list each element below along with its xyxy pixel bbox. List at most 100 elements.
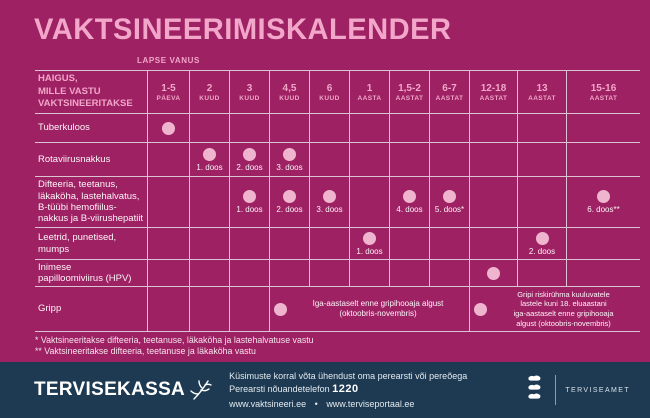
column-header-15-16-aastat: 15-16 AASTAT <box>567 71 640 114</box>
empty-cell <box>518 260 567 287</box>
dose-dot <box>443 190 456 203</box>
website-vaktsineeri: www.vaktsineeri.ee <box>229 398 307 409</box>
dose-cell-dift-5: 5. doos* <box>430 177 470 228</box>
empty-cell <box>148 260 190 287</box>
empty-cell <box>567 143 640 177</box>
empty-cell <box>310 143 350 177</box>
empty-cell <box>270 228 310 260</box>
empty-cell <box>390 143 430 177</box>
footer-contact-line: Küsimuste korral võta ühendust oma perea… <box>229 370 468 381</box>
empty-cell <box>567 114 640 143</box>
dose-dot <box>323 190 336 203</box>
empty-cell <box>230 260 270 287</box>
dose-cell-dift-3: 3. doos <box>310 177 350 228</box>
column-header-12-18-aastat: 12-18 AASTAT <box>470 71 518 114</box>
page-title: VAKTSINEERIMISKALENDER <box>34 13 452 46</box>
terviseamet-wordmark: TERVISEAMET <box>565 386 630 394</box>
tervisekassa-wordmark: TERVISEKASSA <box>34 379 186 400</box>
empty-cell <box>518 114 567 143</box>
dose-dot <box>403 190 416 203</box>
dose-dot <box>203 147 216 161</box>
empty-cell <box>270 114 310 143</box>
column-header-4-5-kuud: 4,5 KUUD <box>270 71 310 114</box>
empty-cell <box>518 177 567 228</box>
empty-cell <box>310 114 350 143</box>
empty-cell <box>567 228 640 260</box>
dose-dot <box>162 121 175 135</box>
dose-dot <box>363 231 376 245</box>
empty-cell <box>230 228 270 260</box>
empty-cell <box>430 114 470 143</box>
website-separator-dot: • <box>314 398 318 409</box>
empty-cell <box>190 228 230 260</box>
row-label-leetrid: Leetrid, punetised, mumps <box>35 228 148 260</box>
column-header-13-aastat: 13 AASTAT <box>518 71 567 114</box>
empty-cell <box>350 143 390 177</box>
column-header-6-7-aastat: 6-7 AASTAT <box>430 71 470 114</box>
empty-cell <box>310 260 350 287</box>
dose-dot <box>535 231 549 245</box>
empty-cell <box>430 228 470 260</box>
empty-cell <box>430 260 470 287</box>
dose-dot <box>243 190 256 203</box>
empty-cell <box>148 177 190 228</box>
footer-phone-label: Perearsti nõuandetelefon <box>229 384 330 395</box>
dose-cell-mmr-1: 1. doos <box>350 228 390 260</box>
dose-cell-dift-2: 2. doos <box>270 177 310 228</box>
dose-dot <box>597 190 610 203</box>
dose-dot <box>474 302 487 316</box>
age-axis-label: LAPSE VANUS <box>137 56 200 65</box>
estonian-coat-of-arms-icon <box>525 373 547 408</box>
footer-logo-divider <box>555 375 557 405</box>
empty-cell <box>148 143 190 177</box>
empty-cell <box>230 114 270 143</box>
row-label-hpv: Inimese papilloomiviirus (HPV) <box>35 260 148 287</box>
empty-cell <box>470 114 518 143</box>
footnotes: * Vaktsineeritakse difteeria, teetanuse,… <box>35 335 314 358</box>
empty-cell <box>567 260 640 287</box>
empty-cell <box>470 143 518 177</box>
dose-cell-mmr-2: 2. doos <box>518 228 567 260</box>
column-header-1-aasta: 1 AASTA <box>350 71 390 114</box>
empty-cell <box>190 260 230 287</box>
column-header-3-kuud: 3 KUUD <box>230 71 270 114</box>
empty-cell <box>430 143 470 177</box>
vaccination-table: HAIGUS, MILLE VASTU VAKTSINEERITAKSE 1-5… <box>35 70 640 332</box>
dose-cell-dift-6: 6. doos** <box>567 177 640 228</box>
empty-cell <box>470 228 518 260</box>
empty-cell <box>190 177 230 228</box>
tervisekassa-logo: TERVISEKASSA <box>34 378 213 402</box>
empty-cell <box>190 114 230 143</box>
row-label-tuberkuloos: Tuberkuloos <box>35 114 148 143</box>
footer-phone-number: 1220 <box>332 383 359 396</box>
footer-contact-block: Küsimuste korral võta ühendust oma perea… <box>229 370 467 410</box>
footer-bar: TERVISEKASSA Küsimuste korral võta ühend… <box>0 362 650 418</box>
dose-cell-rota-1: 1. doos <box>190 143 230 177</box>
dose-dot <box>283 147 296 161</box>
empty-cell <box>390 114 430 143</box>
empty-cell <box>390 228 430 260</box>
dose-cell-dift-1: 1. doos <box>230 177 270 228</box>
row-header-title: HAIGUS, MILLE VASTU VAKTSINEERITAKSE <box>35 71 148 114</box>
empty-cell <box>350 114 390 143</box>
footnote-double-asterisk: ** Vaktsineeritakse difteeria, teetanuse… <box>35 346 256 357</box>
dose-dot <box>283 190 296 203</box>
empty-cell <box>470 177 518 228</box>
empty-cell <box>350 177 390 228</box>
empty-cell <box>390 260 430 287</box>
dose-cell-dift-4: 4. doos <box>390 177 430 228</box>
flu-risk-group-cell: Gripi riskirühma kuuluvatele lastele kun… <box>470 287 640 332</box>
footer-websites: www.vaktsineeri.ee • www.terviseportaal.… <box>229 398 467 410</box>
empty-cell <box>350 260 390 287</box>
row-label-difteeria: Difteeria, teetanus, läkaköha, lastehalv… <box>35 177 148 228</box>
footer-phone-line: Perearsti nõuandetelefon 1220 <box>229 382 467 397</box>
dose-dot <box>487 266 500 280</box>
row-label-rotaviirusnakkus: Rotaviirusnakkus <box>35 143 148 177</box>
dose-cell-tuberkuloos <box>148 114 190 143</box>
column-header-1-5-2-aastat: 1,5-2 AASTAT <box>390 71 430 114</box>
empty-cell <box>270 260 310 287</box>
dose-dot <box>243 147 256 161</box>
terviseamet-logo: TERVISEAMET <box>525 373 630 408</box>
website-terviseportaal: www.terviseportaal.ee <box>326 398 415 409</box>
empty-cell <box>230 287 270 332</box>
